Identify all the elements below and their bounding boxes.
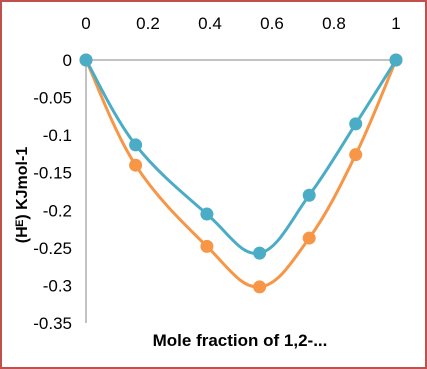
series — [79, 53, 403, 260]
y-tick-label: 0 — [63, 51, 72, 70]
y-tick-label: -0.2 — [43, 201, 72, 220]
series — [79, 53, 403, 294]
series-line — [84, 59, 398, 289]
y-tick-label: -0.25 — [33, 239, 72, 258]
data-point — [389, 53, 403, 67]
data-point — [79, 53, 93, 67]
data-point — [129, 138, 143, 152]
y-tick-label: -0.1 — [43, 126, 72, 145]
data-point — [302, 231, 316, 245]
x-tick-label: 0.2 — [136, 14, 160, 33]
data-point — [349, 117, 363, 131]
axes — [85, 59, 396, 323]
data-point — [253, 246, 267, 260]
x-tick-label: 1 — [391, 14, 400, 33]
y-tick-label: -0.3 — [43, 276, 72, 295]
x-tick-label: 0.8 — [322, 14, 346, 33]
x-tick-label: 0 — [81, 14, 90, 33]
y-axis-title: (Hᴱ) KJmol-1 — [14, 147, 31, 244]
data-point — [129, 158, 143, 172]
y-tick-label: -0.15 — [33, 164, 72, 183]
x-tick-label: 0.4 — [198, 14, 222, 33]
data-point — [253, 280, 267, 294]
data-point — [349, 148, 363, 162]
data-point — [302, 188, 316, 202]
x-tick-label: 0.6 — [260, 14, 284, 33]
x-axis-title: Mole fraction of 1,2-... — [153, 331, 328, 350]
y-tick-label: -0.05 — [33, 89, 72, 108]
plot-area — [79, 53, 403, 294]
data-point — [200, 207, 214, 221]
data-point — [200, 239, 214, 253]
tick-labels: 0 0.2 0.4 0.6 0.8 1 0 -0.05 -0.1 -0.15 -0.2 -0.25 -0… — [33, 14, 400, 333]
series-line — [84, 59, 398, 255]
y-tick-label: -0.35 — [33, 314, 72, 333]
